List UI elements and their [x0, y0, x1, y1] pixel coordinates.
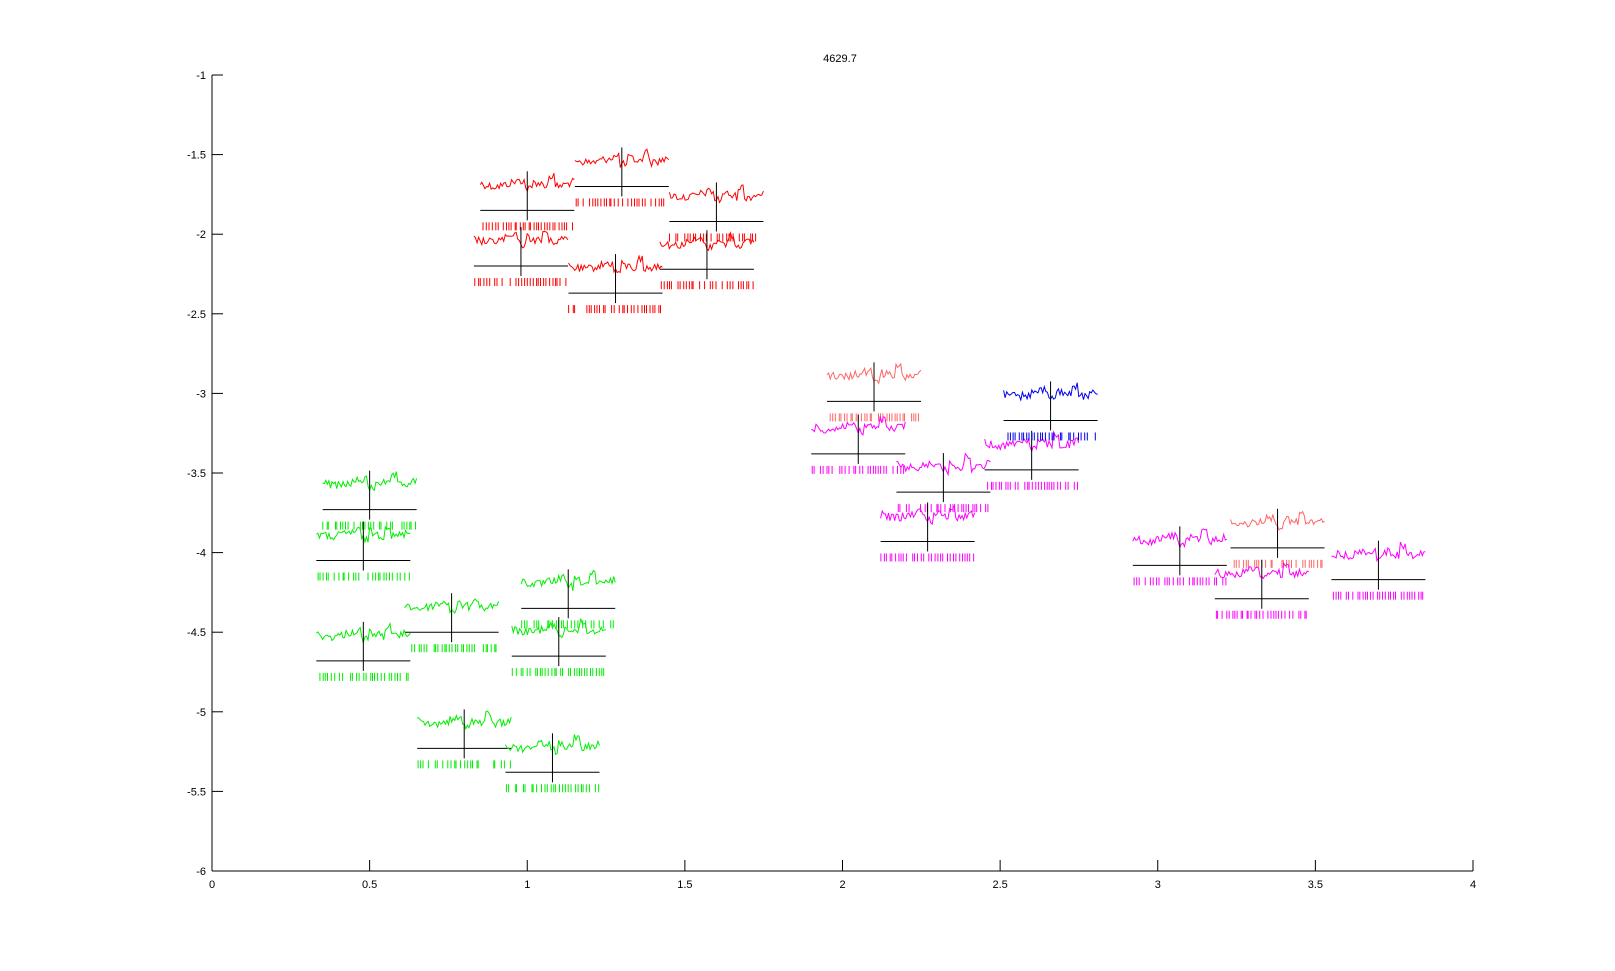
y-tick-label: -2	[196, 229, 206, 241]
data-point	[811, 414, 906, 474]
x-tick-label: 2	[839, 879, 845, 891]
spike-raster	[521, 620, 614, 629]
x-tick-label: 2.5	[992, 879, 1007, 891]
spike-raster	[1133, 577, 1227, 586]
y-tick-label: -4	[196, 548, 206, 560]
plot-area	[316, 147, 1426, 793]
data-point	[520, 569, 616, 629]
y-tick-label: -2.5	[187, 309, 206, 321]
spike-raster	[811, 465, 905, 474]
x-tick-label: 3	[1155, 879, 1161, 891]
spike-raster	[880, 553, 975, 562]
y-tick-label: -5.5	[187, 786, 206, 798]
data-point	[417, 709, 512, 769]
data-point	[479, 171, 575, 231]
spike-raster	[1007, 432, 1096, 441]
spike-raster	[897, 504, 989, 513]
spike-raster	[829, 413, 919, 422]
spike-raster	[322, 521, 416, 530]
data-point	[568, 254, 663, 314]
data-point	[404, 593, 500, 653]
data-point	[316, 621, 411, 681]
y-tick-label: -3	[196, 388, 206, 400]
spike-raster	[987, 481, 1078, 490]
data-point	[984, 430, 1080, 490]
data-point	[473, 227, 569, 287]
spike-raster	[1332, 591, 1424, 600]
chart-title: 4629.7	[823, 53, 857, 65]
y-tick-label: -1	[196, 70, 206, 82]
spike-raster	[669, 233, 757, 242]
spike-raster	[482, 222, 573, 231]
data-point	[1003, 381, 1098, 441]
x-tick-label: 1	[524, 879, 530, 891]
data-point	[511, 617, 606, 677]
spike-raster	[511, 668, 605, 677]
x-tick-label: 1.5	[677, 879, 692, 891]
data-point	[659, 230, 755, 290]
data-point	[1230, 508, 1325, 568]
y-tick-label: -6	[196, 866, 206, 878]
data-point	[826, 362, 922, 422]
data-point	[896, 452, 991, 513]
data-point	[574, 147, 670, 207]
data-point	[1331, 540, 1426, 600]
x-tick-label: 4	[1470, 879, 1476, 891]
spike-raster	[1233, 559, 1323, 568]
data-point	[322, 470, 418, 530]
spike-raster	[660, 281, 754, 290]
y-tick-label: -4.5	[187, 627, 206, 639]
spike-raster	[317, 572, 410, 581]
axes: 0 0.5 1 1.5 2 2.5 3 3.5 4 -1 -1.5 -2 -2.5 -3 -3.5 -4 -4.…	[187, 70, 1476, 891]
y-tick-label: -3.5	[187, 468, 206, 480]
data-point	[880, 502, 976, 562]
data-point	[1214, 559, 1309, 619]
data-point	[316, 521, 411, 581]
x-tick-label: 0	[209, 879, 215, 891]
spike-raster	[319, 672, 409, 681]
spike-raster	[575, 198, 665, 207]
spike-raster	[1215, 610, 1307, 619]
y-tick-label: -1.5	[187, 150, 206, 162]
x-tick-label: 0.5	[362, 879, 377, 891]
spike-raster	[568, 305, 661, 314]
data-point	[668, 182, 764, 242]
x-tick-label: 3.5	[1308, 879, 1323, 891]
spike-raster	[474, 278, 567, 287]
spike-raster	[505, 784, 600, 793]
data-point	[1132, 526, 1228, 586]
data-point	[505, 733, 600, 793]
spike-raster	[417, 760, 511, 769]
y-tick-label: -5	[196, 707, 206, 719]
spike-raster	[411, 644, 497, 653]
